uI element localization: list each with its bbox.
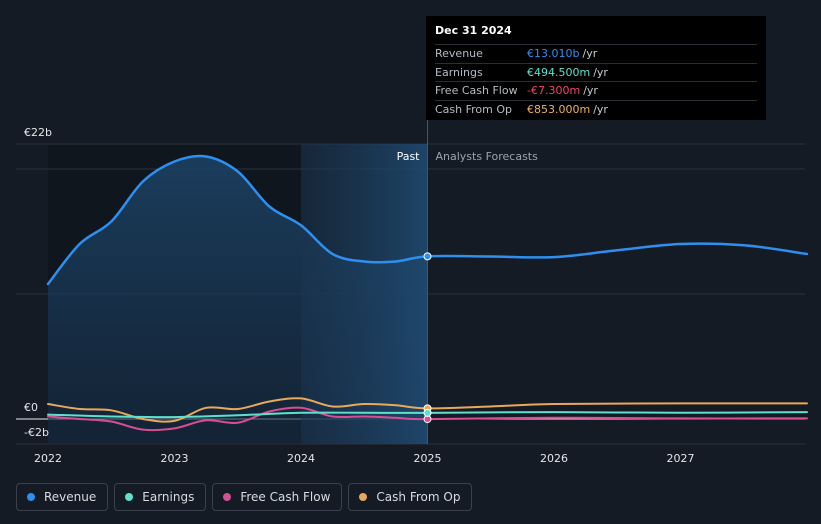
y-tick-label: €0 <box>24 401 38 414</box>
legend-label: Earnings <box>142 490 195 504</box>
tooltip-row-cash-from-op: Cash From Op €853.000m/yr <box>435 99 757 119</box>
x-tick-label: 2027 <box>667 452 695 465</box>
series-line-free-cash-flow <box>47 406 808 432</box>
x-tick-label: 2023 <box>161 452 189 465</box>
tooltip-row-value: €494.500m <box>527 65 591 79</box>
x-tick-label: 2026 <box>540 452 568 465</box>
tooltip-row-value: -€7.300m <box>527 84 581 98</box>
legend-item-free-cash-flow[interactable]: Free Cash Flow <box>212 483 343 511</box>
tooltip-row-unit: /yr <box>582 47 598 61</box>
tooltip-row-revenue: Revenue €13.010b/yr <box>435 44 757 63</box>
series-line-revenue <box>46 154 809 286</box>
tooltip-row-label: Earnings <box>435 65 483 79</box>
x-tick-label: 2025 <box>414 452 442 465</box>
legend-dot-icon <box>125 493 134 501</box>
legend-item-cash-from-op[interactable]: Cash From Op <box>348 483 473 511</box>
highlight-band <box>301 144 428 444</box>
y-tick-label: -€2b <box>24 426 49 439</box>
tooltip-row-label: Free Cash Flow <box>435 84 518 98</box>
legend-label: Free Cash Flow <box>240 490 331 504</box>
series-line-cash-from-op <box>47 397 808 423</box>
past-label: Past <box>397 150 421 163</box>
marker-earnings <box>423 408 432 417</box>
x-tick-label: 2022 <box>34 452 62 465</box>
legend-label: Cash From Op <box>376 490 461 504</box>
x-tick-label: 2024 <box>287 452 315 465</box>
tooltip-date: Dec 31 2024 <box>435 24 512 37</box>
legend-label: Revenue <box>44 490 97 504</box>
tooltip-row-value: €853.000m <box>527 102 591 116</box>
tooltip-row-unit: /yr <box>593 102 608 116</box>
legend: Revenue Earnings Free Cash Flow Cash From O… <box>16 483 473 511</box>
legend-item-revenue[interactable]: Revenue <box>16 483 109 511</box>
legend-item-earnings[interactable]: Earnings <box>114 483 207 511</box>
tooltip-row-label: Cash From Op <box>435 102 513 116</box>
forecast-label: Analysts Forecasts <box>436 150 539 163</box>
tooltip-row-label: Revenue <box>435 47 483 61</box>
legend-dot-icon <box>359 493 368 501</box>
y-tick-label: €22b <box>24 126 52 139</box>
tooltip-panel: Dec 31 2024 Revenue €13.010b/yr Earnings €4… <box>426 16 766 120</box>
legend-dot-icon <box>27 493 35 501</box>
tooltip-row-unit: /yr <box>583 84 598 98</box>
tooltip-row-free-cash-flow: Free Cash Flow -€7.300m/yr <box>435 81 757 100</box>
tooltip-row-earnings: Earnings €494.500m/yr <box>435 62 757 82</box>
tooltip-row-value: €13.010b <box>527 47 580 61</box>
marker-revenue <box>423 252 432 261</box>
tooltip-row-unit: /yr <box>593 65 608 79</box>
legend-dot-icon <box>223 493 232 501</box>
series-line-earnings <box>47 411 808 419</box>
